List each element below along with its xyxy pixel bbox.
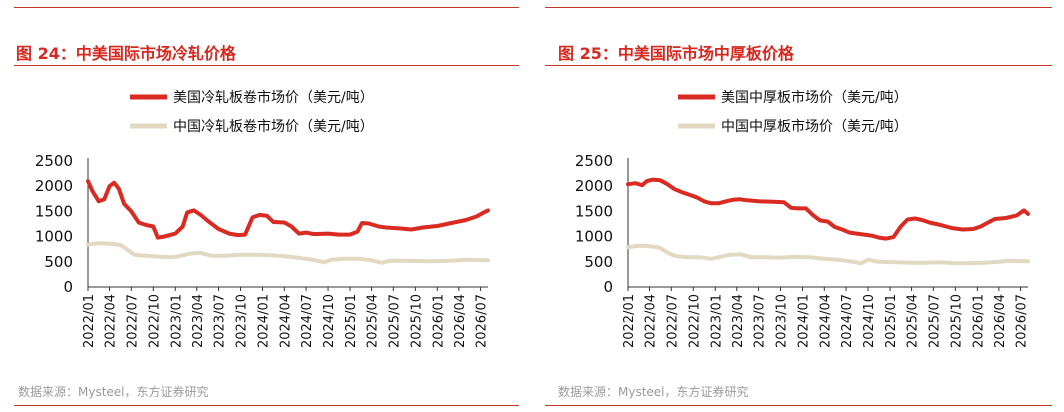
x-tick-label: 2024/01: [257, 294, 272, 348]
legend-label: 中国冷轧板卷市场价（美元/吨）: [173, 118, 374, 135]
figure-title: 图 24：中美国际市场冷轧价格: [16, 44, 236, 63]
title-rule: [14, 65, 519, 66]
x-tick-label: 2024/04: [818, 294, 833, 348]
x-tick-label: 2023/07: [213, 294, 228, 348]
x-tick-label: 2026/07: [1015, 294, 1030, 348]
x-tick-label: 2025/10: [409, 294, 424, 348]
x-tick-label: 2022/01: [82, 294, 97, 348]
y-tick-label: 2000: [575, 177, 613, 195]
x-tick-label: 2022/04: [644, 294, 659, 348]
x-tick-label: 2024/07: [840, 294, 855, 348]
legend-label: 美国中厚板市场价（美元/吨）: [721, 89, 908, 106]
x-tick-label: 2024/10: [862, 294, 877, 348]
y-tick-label: 500: [44, 253, 73, 271]
legend-label: 美国冷轧板卷市场价（美元/吨）: [173, 89, 374, 106]
x-tick-label: 2023/07: [753, 294, 768, 348]
y-tick-label: 500: [584, 253, 613, 271]
y-tick-label: 1500: [575, 202, 613, 220]
figure-24-panel: 图 24：中美国际市场冷轧价格 美国冷轧板卷市场价（美元/吨） 中国冷轧板卷市场价…: [0, 0, 520, 412]
y-tick-label: 2500: [35, 152, 73, 170]
x-tick-label: 2026/01: [971, 294, 986, 348]
y-tick-label: 2000: [35, 177, 73, 195]
x-tick-label: 2025/04: [906, 294, 921, 348]
figure-title: 图 25：中美国际市场中厚板价格: [558, 44, 794, 63]
y-tick-label: 1000: [575, 228, 613, 246]
x-tick-label: 2025/01: [884, 294, 899, 348]
series-line: [86, 179, 490, 240]
x-tick-label: 2026/04: [453, 294, 468, 348]
x-tick-label: 2026/04: [993, 294, 1008, 348]
x-tick-label: 2025/04: [366, 294, 381, 348]
x-tick-label: 2023/04: [731, 294, 746, 348]
x-tick-label: 2022/07: [125, 294, 140, 348]
title-rule: [545, 65, 1052, 66]
x-tick-label: 2022/10: [687, 294, 702, 348]
series-line: [626, 243, 1030, 266]
chart-svg: 美国中厚板市场价（美元/吨） 中国中厚板市场价（美元/吨） 0 500 1000 1500…: [575, 89, 1030, 348]
y-tick-label: 0: [603, 278, 613, 296]
x-tick-label: 2022/04: [104, 294, 119, 348]
x-tick-label: 2023/01: [169, 294, 184, 348]
x-tick-label: 2023/04: [191, 294, 206, 348]
x-tick-label: 2025/01: [344, 294, 359, 348]
source-note: 数据来源：Mysteel，东方证券研究: [18, 385, 209, 399]
y-tick-label: 2500: [575, 152, 613, 170]
y-tick-label: 0: [63, 278, 73, 296]
bottom-rule: [14, 405, 519, 406]
figure-25-panel: 图 25：中美国际市场中厚板价格 美国中厚板市场价（美元/吨） 中国中厚板市场价（…: [540, 0, 1064, 412]
x-tick-label: 2022/07: [665, 294, 680, 348]
x-tick-label: 2024/07: [300, 294, 315, 348]
x-tick-label: 2025/07: [387, 294, 402, 348]
x-tick-label: 2023/10: [775, 294, 790, 348]
bottom-rule: [545, 405, 1052, 406]
x-tick-label: 2025/10: [949, 294, 964, 348]
y-tick-label: 1000: [35, 228, 73, 246]
x-tick-label: 2026/01: [431, 294, 446, 348]
x-tick-label: 2024/01: [797, 294, 812, 348]
x-tick-label: 2023/10: [235, 294, 250, 348]
x-tick-label: 2024/10: [322, 294, 337, 348]
source-note: 数据来源：Mysteel，东方证券研究: [558, 385, 749, 399]
x-tick-label: 2023/01: [709, 294, 724, 348]
legend-label: 中国中厚板市场价（美元/吨）: [721, 118, 908, 135]
top-rule: [14, 7, 519, 8]
x-tick-label: 2022/01: [622, 294, 637, 348]
x-tick-label: 2022/10: [147, 294, 162, 348]
series-line: [626, 177, 1030, 241]
series-line: [86, 241, 490, 265]
top-rule: [545, 7, 1052, 8]
x-tick-label: 2024/04: [278, 294, 293, 348]
x-tick-label: 2026/07: [475, 294, 490, 348]
x-tick-label: 2025/07: [927, 294, 942, 348]
y-tick-label: 1500: [35, 202, 73, 220]
chart-svg: 美国冷轧板卷市场价（美元/吨） 中国冷轧板卷市场价（美元/吨） 0 500 1000 15…: [35, 89, 490, 348]
